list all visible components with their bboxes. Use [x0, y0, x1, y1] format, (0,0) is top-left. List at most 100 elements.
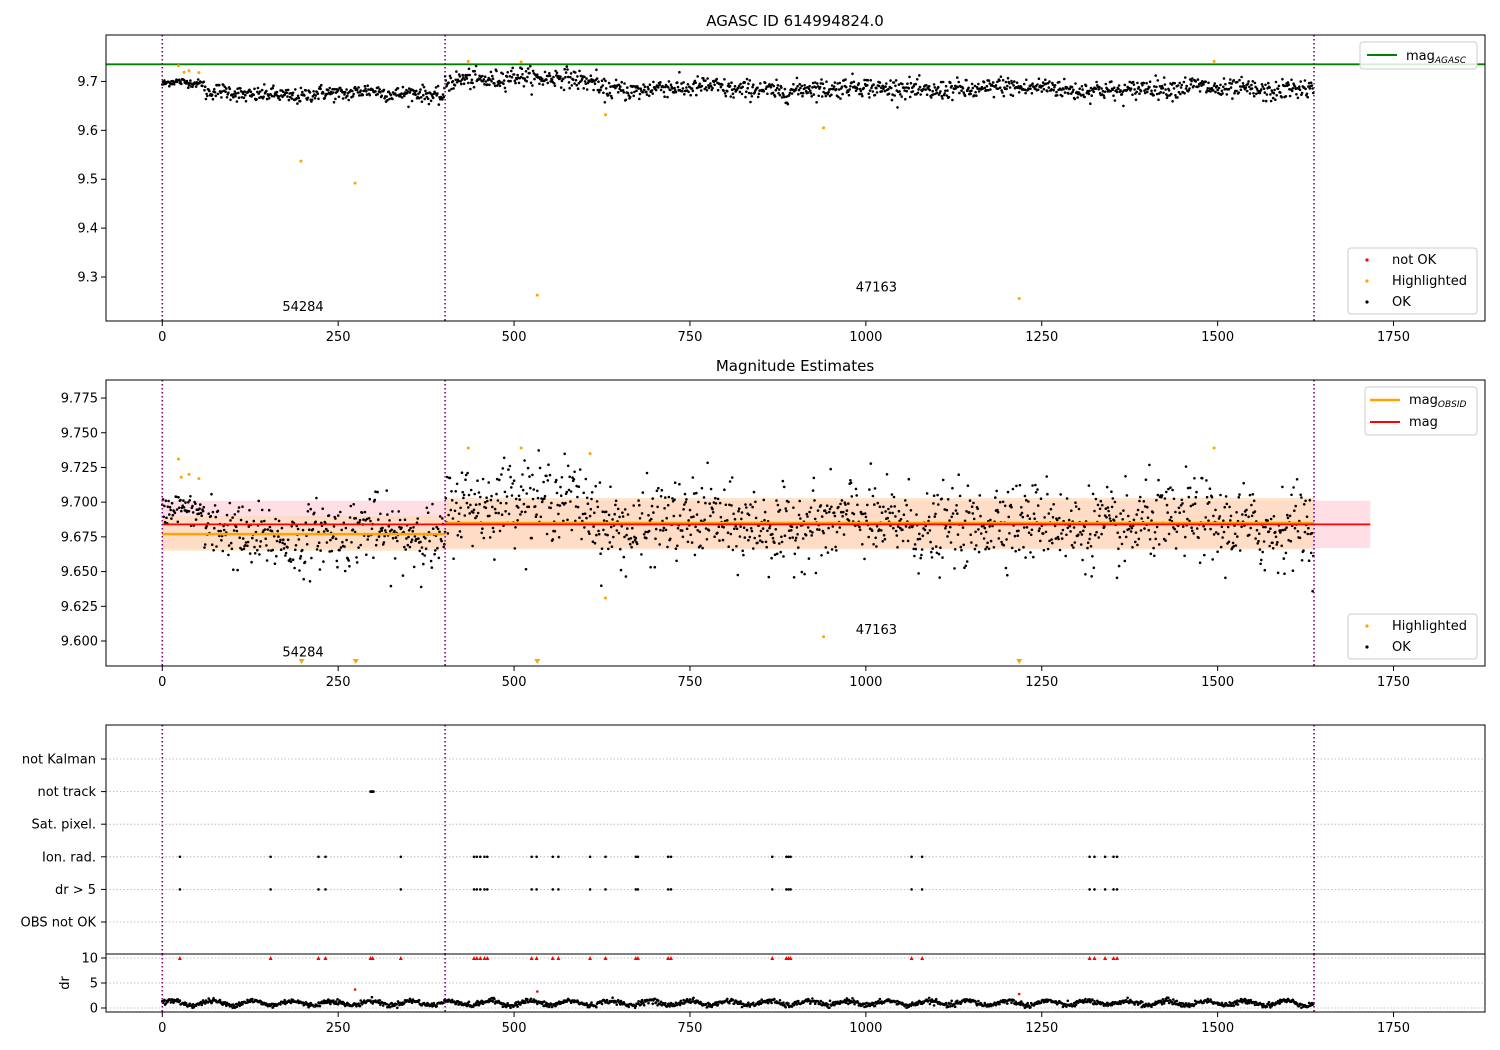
ok-point [528, 475, 531, 478]
dr-point [853, 1003, 856, 1006]
ok-point [925, 84, 928, 87]
ok-point [763, 518, 766, 522]
ok-point [818, 528, 821, 531]
ok-point [521, 73, 524, 76]
ok-point [806, 526, 810, 529]
ok-point [1262, 540, 1266, 543]
ok-point [1238, 493, 1241, 496]
ok-point [263, 528, 267, 531]
ok-point [1099, 499, 1103, 503]
ok-point [918, 74, 921, 77]
ok-point [289, 557, 292, 561]
ok-point [531, 473, 534, 477]
ok-point [321, 507, 325, 511]
ok-point [1156, 493, 1160, 497]
ok-point [415, 521, 419, 524]
dr-point [740, 1005, 744, 1009]
ok-point [932, 502, 935, 505]
ok-point [328, 86, 332, 90]
ok-point [722, 89, 725, 93]
ok-point [493, 82, 496, 85]
ok-point [906, 82, 909, 85]
ok-point [232, 93, 236, 96]
ok-point [576, 75, 579, 78]
ok-point [467, 506, 470, 509]
dr-point [927, 996, 931, 1000]
ok-point [1147, 528, 1150, 532]
estimates-xtick-label: 1750 [1377, 675, 1410, 690]
estimates-ytick-label: 9.625 [61, 600, 98, 615]
ok-point [1049, 507, 1053, 511]
ok-point [794, 539, 797, 542]
ok-point [1041, 84, 1044, 88]
dr-point [1166, 999, 1169, 1002]
ok-point [538, 466, 542, 470]
ok-point [1031, 484, 1034, 487]
ok-point [1169, 515, 1173, 519]
ok-point [581, 77, 584, 80]
ok-point [830, 548, 834, 551]
ok-point [1244, 513, 1248, 517]
ok-point [1197, 536, 1200, 540]
ok-point [570, 84, 574, 87]
ok-point [485, 496, 488, 500]
ok-point [873, 93, 877, 97]
dr-point [872, 1001, 875, 1005]
ok-point [404, 548, 408, 551]
ok-point [1124, 535, 1128, 539]
ok-point [638, 92, 642, 96]
ok-point [1276, 87, 1280, 91]
flag-point [1115, 855, 1119, 859]
ok-point [597, 529, 600, 533]
ok-point [266, 528, 270, 531]
flag-point [634, 855, 638, 859]
ok-point [896, 546, 899, 549]
ok-point [925, 492, 929, 495]
ok-point [373, 498, 377, 502]
ok-point [1179, 504, 1183, 507]
ok-point [596, 505, 600, 509]
ok-point [690, 541, 694, 544]
ok-point [1123, 83, 1127, 87]
dr-point [524, 1001, 527, 1004]
ok-point [329, 538, 332, 542]
ok-point [522, 502, 526, 506]
dr-point [251, 997, 254, 1001]
ok-point [1023, 88, 1027, 91]
ok-point [1290, 78, 1293, 82]
ok-point [814, 86, 818, 89]
ok-point [343, 545, 346, 548]
ok-point [885, 82, 888, 85]
ok-point [647, 94, 651, 98]
ok-point [752, 490, 756, 494]
dr-point [692, 996, 695, 1000]
ok-point [236, 87, 239, 90]
ok-point [451, 517, 455, 520]
ok-point [257, 499, 261, 503]
ok-point [233, 513, 237, 516]
ok-point [900, 95, 903, 98]
ok-point [576, 495, 579, 499]
ok-point [267, 97, 271, 100]
ok-point [1117, 547, 1120, 550]
ok-point [737, 509, 740, 513]
ok-point [827, 526, 830, 530]
ok-point [410, 99, 414, 103]
ok-point [284, 551, 288, 555]
ok-point [388, 97, 391, 101]
ok-point [286, 538, 290, 542]
dr-point [654, 1001, 658, 1004]
ok-point [610, 96, 614, 100]
ok-point [454, 78, 458, 82]
ok-point [762, 89, 766, 93]
estimates-ytick-label: 9.675 [61, 530, 98, 545]
ok-point [652, 511, 655, 514]
ok-point [1221, 92, 1224, 95]
ok-point [913, 554, 916, 558]
dr-point [435, 1004, 439, 1008]
ok-point [450, 490, 453, 493]
ok-point [188, 81, 191, 85]
ok-point [170, 501, 174, 505]
ok-point [1179, 86, 1183, 89]
ok-point [491, 74, 494, 78]
